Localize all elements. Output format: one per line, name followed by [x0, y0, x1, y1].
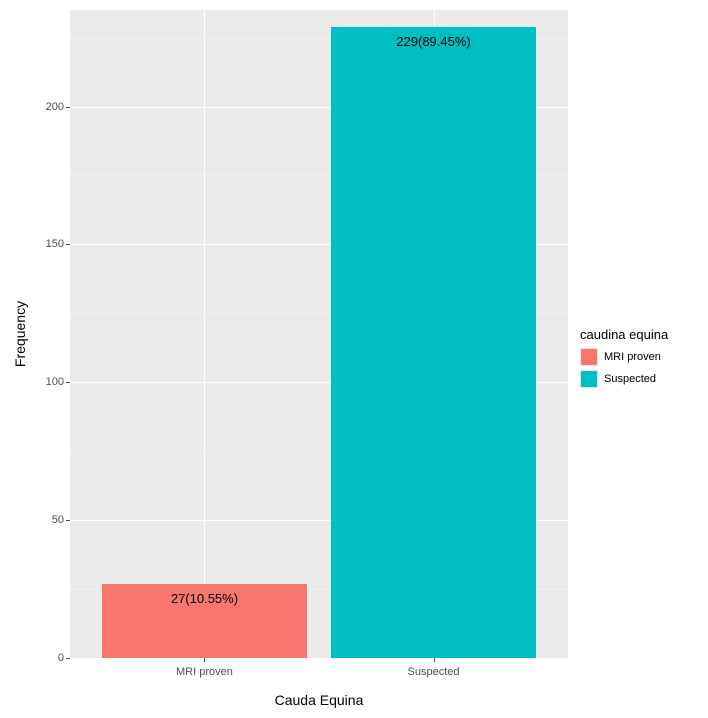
legend-label: Suspected [604, 373, 656, 385]
x-tick-label: MRI proven [176, 666, 233, 678]
y-axis-label: Frequency [12, 301, 28, 367]
y-axis-ticks: 050100150200 [30, 10, 70, 658]
y-tick-label: 50 [52, 514, 64, 526]
bar-label: 27(10.55%) [171, 591, 238, 606]
main-plot: Frequency 050100150200 27(10.55%)229(89.… [10, 10, 568, 658]
legend-label: MRI proven [604, 351, 661, 363]
x-tick-mark [204, 658, 205, 662]
legend-title: caudina equina [580, 327, 708, 342]
legend-items: MRI proven Suspected [580, 348, 708, 392]
x-tick-mark [434, 658, 435, 662]
y-axis-title-container: Frequency [10, 10, 30, 658]
gridline-major-v [204, 10, 205, 658]
x-axis-ticks: Cauda Equina MRI proven Suspected [70, 658, 568, 708]
x-tick-label: Suspected [408, 666, 460, 678]
plot-area: Frequency 0 50 100 150 200 27(10.55%) 229(89.… [0, 0, 568, 718]
legend-item: Suspected [580, 370, 708, 388]
legend: caudina equina MRI proven Suspected [568, 0, 708, 718]
y-tick-label: 150 [46, 238, 64, 250]
x-axis-spacer [10, 658, 70, 708]
x-axis-row: Cauda Equina MRI proven Suspected [10, 658, 568, 708]
legend-key [580, 348, 598, 366]
legend-item: MRI proven [580, 348, 708, 366]
legend-key-fill [581, 349, 597, 365]
y-tick-label: 100 [46, 376, 64, 388]
legend-key [580, 370, 598, 388]
bar-label: 229(89.45%) [396, 34, 470, 49]
legend-key-fill [581, 371, 597, 387]
y-tick-label: 200 [46, 101, 64, 113]
y-tick-label: 0 [58, 652, 64, 664]
bar-suspected [331, 27, 535, 658]
x-axis-label: Cauda Equina [275, 692, 364, 708]
plot-panel: 27(10.55%) 229(89.45%) [70, 10, 568, 658]
chart-container: Frequency 0 50 100 150 200 27(10.55%) 229(89.… [0, 0, 708, 718]
